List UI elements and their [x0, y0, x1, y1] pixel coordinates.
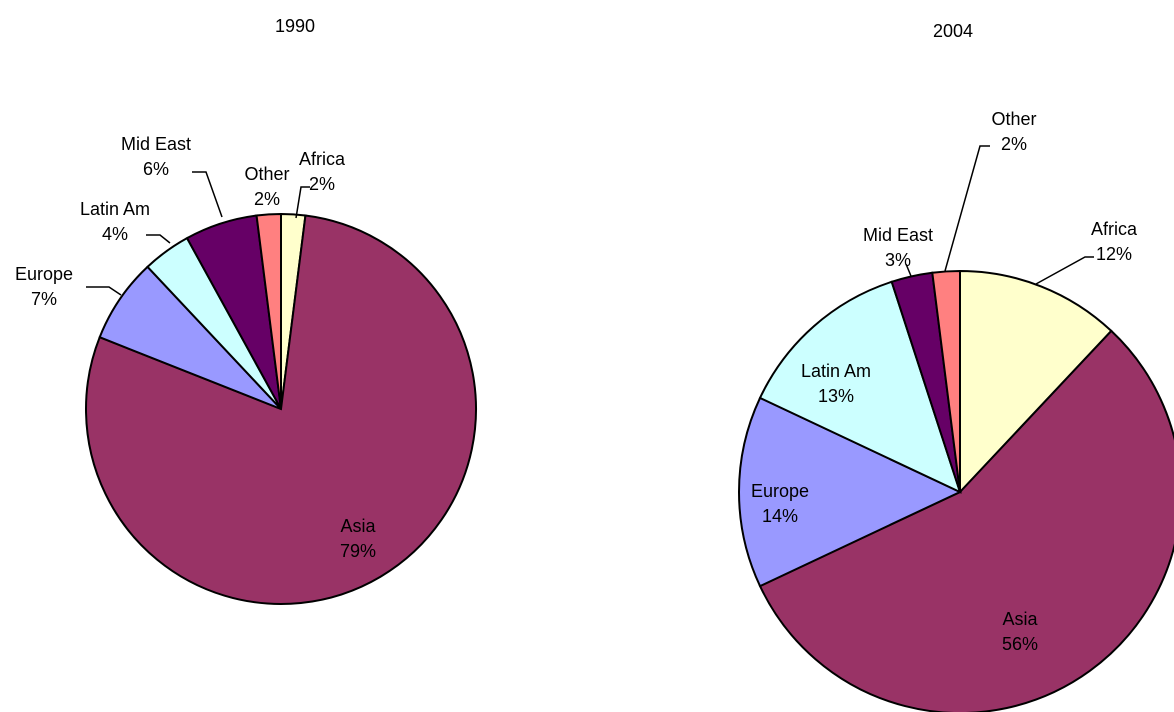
- pie-slice: [758, 329, 1174, 712]
- slice-label: Other: [244, 164, 289, 184]
- slice-label: Other: [991, 109, 1036, 129]
- slice-label: Asia: [340, 516, 376, 536]
- pie-slice: [959, 269, 1113, 495]
- pie-slice: [931, 269, 961, 493]
- slice-label: Latin Am: [801, 361, 871, 381]
- slice-value-label: 3%: [885, 250, 911, 270]
- pie-slice: [255, 212, 282, 410]
- slice-label: Africa: [299, 149, 346, 169]
- slice-value-label: 2%: [1001, 134, 1027, 154]
- slice-label: Mid East: [863, 225, 933, 245]
- slice-value-label: 12%: [1096, 244, 1132, 264]
- slice-value-label: 2%: [309, 174, 335, 194]
- slice-label: Africa: [1091, 219, 1138, 239]
- slice-label: Mid East: [121, 134, 191, 154]
- slice-value-label: 6%: [143, 159, 169, 179]
- leader-line: [905, 263, 912, 277]
- pie-slice: [758, 280, 962, 494]
- slice-value-label: 56%: [1002, 634, 1038, 654]
- slice-label: Europe: [15, 264, 73, 284]
- leader-line: [86, 286, 122, 296]
- slice-value-label: 4%: [102, 224, 128, 244]
- pie-slice: [738, 396, 963, 588]
- chart-title: 1990: [275, 16, 315, 36]
- leader-line: [944, 145, 990, 272]
- leader-line: [295, 186, 310, 219]
- pie-slice: [85, 214, 477, 605]
- leader-line: [146, 234, 171, 244]
- slice-label: Latin Am: [80, 199, 150, 219]
- slice-value-label: 14%: [762, 506, 798, 526]
- slice-value-label: 79%: [340, 541, 376, 561]
- leader-line: [192, 171, 223, 218]
- leader-line: [1035, 256, 1094, 285]
- slice-label: Europe: [751, 481, 809, 501]
- chart-title: 2004: [933, 21, 973, 41]
- slice-value-label: 7%: [31, 289, 57, 309]
- slice-label: Asia: [1002, 609, 1038, 629]
- slice-value-label: 2%: [254, 189, 280, 209]
- slice-value-label: 13%: [818, 386, 854, 406]
